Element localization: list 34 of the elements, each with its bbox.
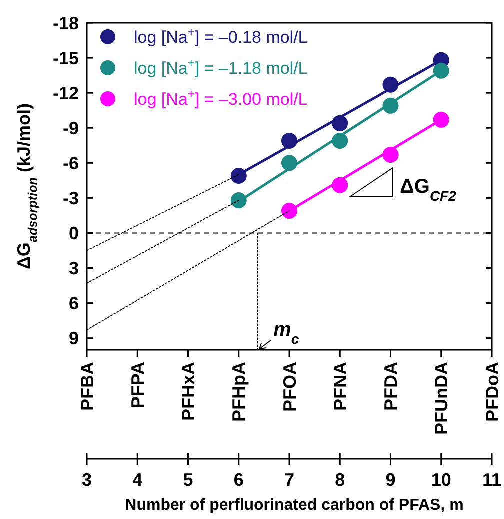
text: PFNA <box>330 362 350 411</box>
text: PFDA <box>381 362 402 411</box>
x-tick-label: 3 <box>82 470 92 490</box>
text: PFBA <box>77 362 98 411</box>
y-tick-label: 3 <box>68 258 79 279</box>
y-tick-label: -15 <box>52 48 79 68</box>
x-tick-label: 11 <box>482 470 502 490</box>
y-tick-label: -12 <box>52 83 79 104</box>
x-tick-label: 4 <box>132 470 143 490</box>
annotation: ΔG$_{CF2}$ <box>400 176 457 204</box>
text: PFPA <box>128 362 148 409</box>
text: PFHxA <box>178 362 199 422</box>
x-tick-label: 9 <box>386 470 396 490</box>
y-tick-label: -6 <box>62 153 79 174</box>
x-axis-title: Number of perfluorinated carbon of PFAS, m <box>125 497 464 514</box>
x-tick-label: 5 <box>183 470 194 490</box>
y-tick-label: 6 <box>68 294 79 314</box>
y-tick-label: -9 <box>62 118 79 138</box>
x-tick-label: 8 <box>335 470 346 490</box>
text: PFUnDA <box>432 362 452 435</box>
text: PFOA <box>280 362 300 412</box>
legend-label: log [Na$^{+}$] = –1.18 mol/L <box>134 56 308 78</box>
legend-label: log [Na$^{+}$] = –3.00 mol/L <box>134 86 308 109</box>
text: PFHpA <box>229 362 250 422</box>
legend-label: log [Na$^{+}$] = –0.18 mol/L <box>134 24 308 47</box>
x-tick-label: 7 <box>284 470 295 490</box>
annotation: m$_{c}$ <box>274 319 300 347</box>
y-tick-label: -18 <box>52 13 79 34</box>
y-tick-label: 9 <box>68 328 79 349</box>
y-tick-label: 0 <box>68 224 79 244</box>
x-tick-label: 6 <box>234 470 244 490</box>
x-tick-label: 10 <box>431 470 452 490</box>
y-tick-label: -3 <box>62 188 79 208</box>
text: PFDoA <box>482 362 502 422</box>
